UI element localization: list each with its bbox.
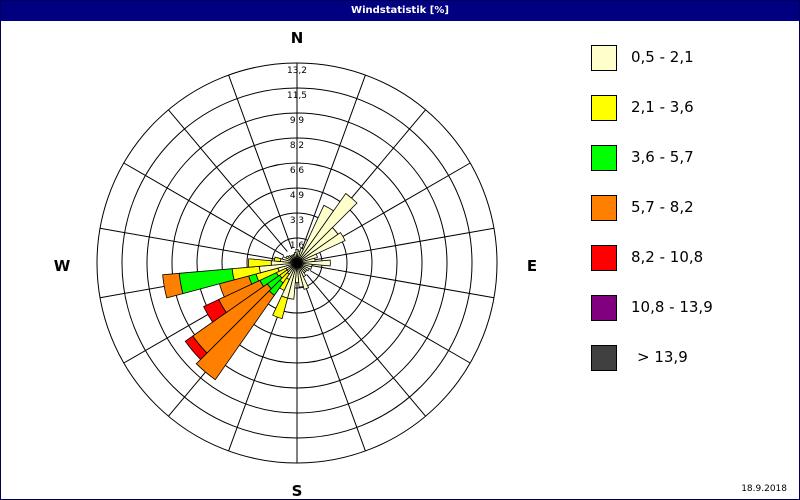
wind-petal-segment <box>273 256 282 262</box>
radial-tick-label: 8,2 <box>290 141 304 151</box>
legend-label: 3,6 - 5,7 <box>631 148 694 166</box>
wind-petal-segment <box>296 262 304 288</box>
grid-spoke <box>301 276 366 452</box>
grid-spoke <box>168 109 288 252</box>
wind-petal-segment <box>296 259 331 267</box>
wind-petal-segment <box>272 295 289 320</box>
legend-swatch <box>591 245 617 271</box>
grid-spoke <box>301 74 366 250</box>
wind-petal-segment <box>184 335 208 360</box>
radial-tick-label: 1,6 <box>290 241 305 251</box>
wind-petal-segment <box>293 251 298 264</box>
window-title: Windstatistik [%] <box>1 1 799 21</box>
legend-swatch <box>591 295 617 321</box>
legend-swatch <box>591 195 617 221</box>
compass-north-label: N <box>291 29 304 47</box>
radial-tick-label: 13,2 <box>287 66 307 76</box>
wind-petal-segment <box>248 258 272 268</box>
wind-petals <box>162 192 358 381</box>
radial-tick-labels: 1,6 3,3 4,9 6,6 8,2 9,9 11,5 13,2 <box>287 66 307 251</box>
legend-swatch <box>591 45 617 71</box>
grid-spoke <box>311 265 495 299</box>
legend-label: 8,2 - 10,8 <box>631 248 704 266</box>
grid-spoke <box>306 274 426 417</box>
wind-petal-segment <box>203 298 227 323</box>
wind-petal-segment <box>296 262 310 290</box>
legend-swatch <box>591 145 617 171</box>
radial-tick-label: 9,9 <box>290 116 305 126</box>
radial-tick-label: 3,3 <box>290 216 304 226</box>
wind-petal-segment <box>296 232 346 264</box>
wind-petal-segment <box>296 192 358 264</box>
grid-spoke <box>309 270 471 364</box>
compass-west-label: W <box>54 257 71 275</box>
radial-tick-label: 11,5 <box>287 91 307 101</box>
legend-label: > 13,9 <box>637 348 688 366</box>
legend-swatch <box>591 95 617 121</box>
grid-spoke <box>99 227 283 261</box>
wind-petal-segment <box>195 290 275 381</box>
radial-tick-label: 4,9 <box>290 191 305 201</box>
wind-petal-segment <box>162 272 184 299</box>
legend-label: 10,8 - 13,9 <box>631 298 713 316</box>
grid-spoke <box>123 162 285 256</box>
grid-spoke <box>311 227 495 261</box>
legend-label: 5,7 - 8,2 <box>631 198 694 216</box>
legend-swatch <box>591 345 617 371</box>
compass-east-label: E <box>527 257 537 275</box>
grid-spoke <box>228 74 293 250</box>
legend-label: 2,1 - 3,6 <box>631 98 694 116</box>
radial-tick-label: 6,6 <box>290 166 305 176</box>
compass-south-label: S <box>292 482 303 499</box>
legend-label: 0,5 - 2,1 <box>631 48 694 66</box>
wind-petal-segment <box>296 253 318 264</box>
wind-rose-chart: 1,6 3,3 4,9 6,6 8,2 9,9 11,5 13,2 N S W E <box>54 29 537 499</box>
date-stamp: 18.9.2018 <box>741 484 787 494</box>
